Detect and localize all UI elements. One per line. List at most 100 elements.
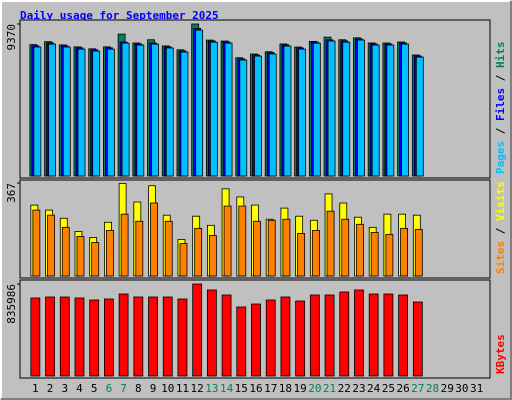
- bar: [326, 210, 335, 277]
- bar: [30, 297, 41, 377]
- y-tick-label: 367: [5, 183, 18, 203]
- x-tick-label: 31: [470, 382, 483, 395]
- bar: [179, 243, 188, 277]
- bar: [89, 299, 100, 377]
- bar: [236, 306, 247, 377]
- x-tick-label: 10: [161, 382, 174, 395]
- bar: [208, 235, 217, 277]
- x-tick-label: 7: [120, 382, 127, 395]
- bar: [267, 219, 276, 277]
- bar: [386, 44, 395, 177]
- bar: [151, 43, 159, 177]
- legend-label: KBytes: [494, 334, 507, 374]
- bar: [400, 227, 408, 277]
- bar: [324, 294, 335, 377]
- bar: [194, 227, 203, 277]
- bar: [239, 59, 248, 177]
- legend-label: Pages: [494, 141, 507, 174]
- bar: [133, 296, 144, 377]
- x-tick-label: 15: [235, 382, 248, 395]
- bar: [354, 289, 364, 377]
- bar: [370, 232, 379, 277]
- x-tick-label: 30: [455, 382, 468, 395]
- bar: [106, 229, 114, 277]
- x-tick-label: 1: [32, 382, 39, 395]
- x-tick-label: 13: [205, 382, 218, 395]
- bar: [415, 56, 424, 177]
- bar: [297, 233, 306, 277]
- bar: [164, 220, 173, 277]
- bar: [268, 53, 277, 177]
- bar: [280, 296, 291, 377]
- bar: [414, 228, 423, 277]
- y-tick-label: 835986: [5, 284, 18, 324]
- bar: [209, 41, 218, 177]
- bar: [121, 42, 130, 177]
- bar: [107, 48, 115, 177]
- bar: [401, 43, 409, 177]
- x-tick-label: 11: [176, 382, 189, 395]
- x-tick-label: 17: [264, 382, 277, 395]
- bar: [177, 298, 188, 377]
- bar: [265, 299, 276, 377]
- bar: [195, 29, 204, 177]
- bar: [282, 218, 291, 277]
- x-tick-label: 29: [441, 382, 454, 395]
- bar: [383, 293, 394, 377]
- legend-separator: /: [494, 68, 507, 88]
- x-tick-label: 16: [249, 382, 262, 395]
- x-tick-label: 25: [382, 382, 395, 395]
- bar: [371, 44, 380, 177]
- bar: [91, 242, 100, 277]
- legend-separator: /: [494, 221, 507, 241]
- bar: [47, 214, 55, 277]
- bar: [398, 294, 408, 377]
- bar: [77, 48, 86, 177]
- bar: [148, 296, 158, 377]
- bar: [339, 291, 350, 377]
- x-tick-label: 14: [220, 382, 234, 395]
- x-tick-label: 12: [191, 382, 204, 395]
- bar: [76, 236, 85, 277]
- bar: [221, 294, 232, 377]
- legend-label: Visits: [494, 181, 507, 221]
- bar: [180, 51, 189, 177]
- bar: [33, 46, 42, 177]
- bar: [283, 45, 292, 177]
- bar: [253, 220, 261, 277]
- bar: [92, 50, 101, 177]
- bar: [368, 293, 379, 377]
- bar: [238, 205, 247, 277]
- bar: [327, 40, 336, 177]
- bar: [135, 220, 144, 277]
- bar: [254, 55, 262, 177]
- bar: [224, 42, 233, 177]
- bar: [136, 44, 145, 177]
- x-tick-label: 19: [294, 382, 307, 395]
- bar: [312, 42, 321, 177]
- x-tick-label: 6: [106, 382, 113, 395]
- bar: [223, 205, 232, 277]
- bar: [412, 301, 423, 377]
- bar: [32, 209, 41, 277]
- bar: [295, 300, 306, 377]
- bar: [298, 48, 307, 177]
- bar: [62, 46, 71, 177]
- x-tick-label: 8: [135, 382, 142, 395]
- legend-label: Sites: [494, 241, 507, 274]
- bar: [118, 293, 129, 377]
- x-tick-label: 28: [426, 382, 439, 395]
- bar: [385, 234, 394, 277]
- bar: [61, 226, 70, 277]
- bar: [150, 202, 158, 277]
- bar: [120, 213, 129, 277]
- x-tick-label: 9: [150, 382, 157, 395]
- bar: [357, 39, 365, 177]
- bar: [104, 298, 114, 377]
- bar: [192, 283, 203, 377]
- bar: [341, 218, 350, 277]
- legend: Sites / Visits: [494, 181, 507, 274]
- x-tick-label: 20: [308, 382, 321, 395]
